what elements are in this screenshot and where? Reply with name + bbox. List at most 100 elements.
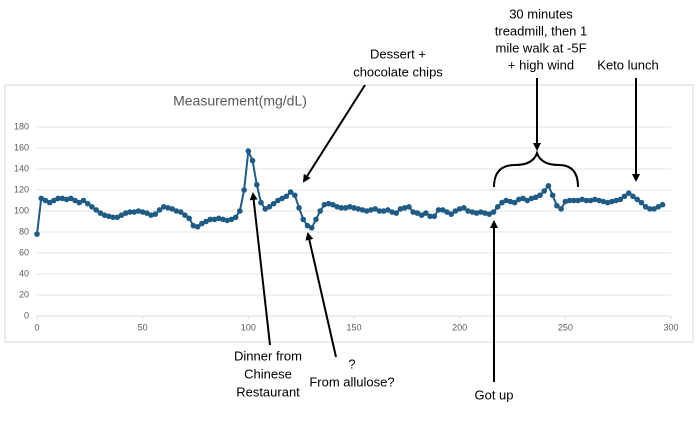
data-point [313, 216, 319, 223]
data-point [156, 207, 163, 213]
data-point [528, 195, 535, 202]
data-point [520, 195, 526, 202]
data-point [308, 225, 315, 231]
annotation-text: Keto lunch [597, 57, 658, 72]
data-point [51, 197, 57, 204]
data-point [211, 216, 218, 223]
data-point [215, 215, 222, 222]
data-point [647, 206, 653, 212]
data-point [80, 197, 87, 204]
data-point [461, 205, 467, 211]
x-tick-label: 250 [558, 322, 573, 332]
data-point [194, 223, 201, 230]
data-point [127, 209, 133, 215]
data-point [131, 209, 138, 215]
data-point [165, 205, 171, 211]
data-point [439, 207, 446, 213]
data-point [406, 204, 412, 210]
annotation-text: chocolate chips [353, 64, 443, 79]
y-tick-label: 0 [24, 310, 29, 320]
data-point [89, 204, 95, 210]
data-point [393, 210, 400, 216]
data-point [106, 213, 112, 220]
data-point [59, 195, 66, 202]
data-point [279, 195, 285, 202]
data-point [401, 205, 408, 211]
y-tick-label: 60 [19, 247, 29, 257]
data-point [541, 188, 547, 194]
data-point [321, 201, 328, 208]
data-point [144, 210, 150, 216]
annotation-text: Restaurant [236, 384, 300, 399]
y-tick-label: 40 [19, 268, 29, 278]
data-point [283, 193, 290, 200]
data-point [423, 210, 429, 216]
data-point [287, 189, 294, 195]
data-point [118, 212, 125, 218]
data-point [220, 216, 226, 223]
data-point [524, 197, 531, 204]
data-point [275, 197, 281, 204]
data-point [389, 209, 395, 215]
data-point [237, 208, 243, 214]
data-point [253, 181, 260, 188]
data-point [427, 213, 433, 220]
data-point [363, 208, 370, 214]
data-point [486, 211, 493, 217]
plot-area: 0 20 40 60 80 100 120 140 160 180 0 50 100 150 200 250 3… [14, 121, 679, 332]
data-point [72, 197, 78, 204]
data-point [207, 216, 214, 223]
data-point [465, 208, 471, 214]
data-point [173, 208, 180, 214]
data-point [448, 211, 455, 217]
y-tick-label: 180 [14, 121, 29, 131]
data-point [482, 210, 488, 216]
data-point [625, 190, 632, 196]
data-point [368, 207, 374, 213]
data-point [435, 207, 442, 213]
x-tick-label: 0 [34, 322, 39, 332]
data-point [258, 199, 264, 206]
annotation-text: Dinner from [234, 348, 302, 363]
data-point [63, 196, 70, 203]
data-point [452, 208, 459, 214]
data-point [642, 204, 649, 210]
data-point [84, 200, 91, 207]
data-point [249, 157, 256, 164]
x-tick-label: 200 [452, 322, 467, 332]
data-point [76, 199, 83, 206]
data-point [444, 209, 450, 215]
data-point [418, 212, 425, 218]
data-point [325, 200, 332, 207]
data-point [562, 198, 569, 205]
data-point [600, 198, 607, 205]
annotation-text: treadmill, then 1 [495, 23, 588, 38]
data-point [372, 206, 378, 212]
data-point [330, 201, 336, 208]
data-point [613, 197, 619, 204]
data-point [114, 214, 121, 221]
data-point [262, 206, 269, 212]
data-point [338, 205, 345, 211]
data-point [241, 187, 247, 193]
data-point [532, 194, 539, 201]
data-point [334, 204, 340, 210]
data-point [97, 210, 104, 216]
y-tick-label: 120 [14, 184, 29, 194]
brace [493, 149, 579, 188]
data-point [575, 197, 581, 204]
annotation-text: 30 minutes [509, 6, 573, 21]
arrow [302, 84, 366, 183]
data-point [554, 202, 560, 209]
data-point [152, 211, 159, 217]
data-point [110, 214, 116, 221]
data-point [68, 195, 74, 202]
data-point [592, 196, 598, 203]
data-point [186, 215, 192, 222]
chart-frame [4, 84, 694, 343]
data-point [469, 209, 476, 215]
data-point [135, 208, 142, 214]
data-point [566, 197, 573, 204]
data-point [503, 197, 509, 204]
data-point [177, 209, 184, 215]
